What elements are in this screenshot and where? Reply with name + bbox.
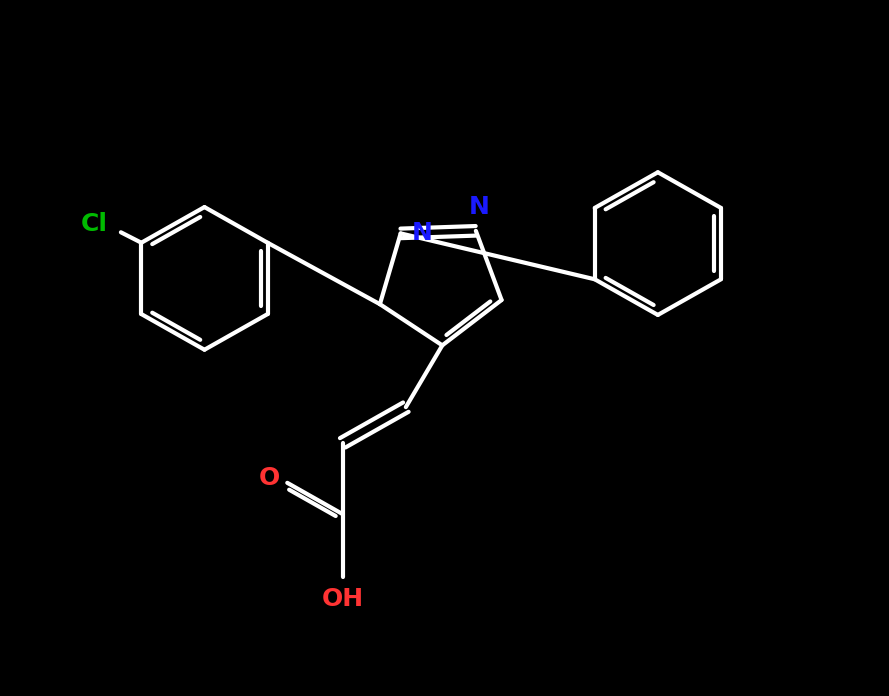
Text: Cl: Cl [81, 212, 108, 235]
Text: N: N [412, 221, 432, 246]
Text: OH: OH [322, 587, 364, 611]
Text: N: N [469, 195, 490, 219]
Text: O: O [259, 466, 280, 491]
